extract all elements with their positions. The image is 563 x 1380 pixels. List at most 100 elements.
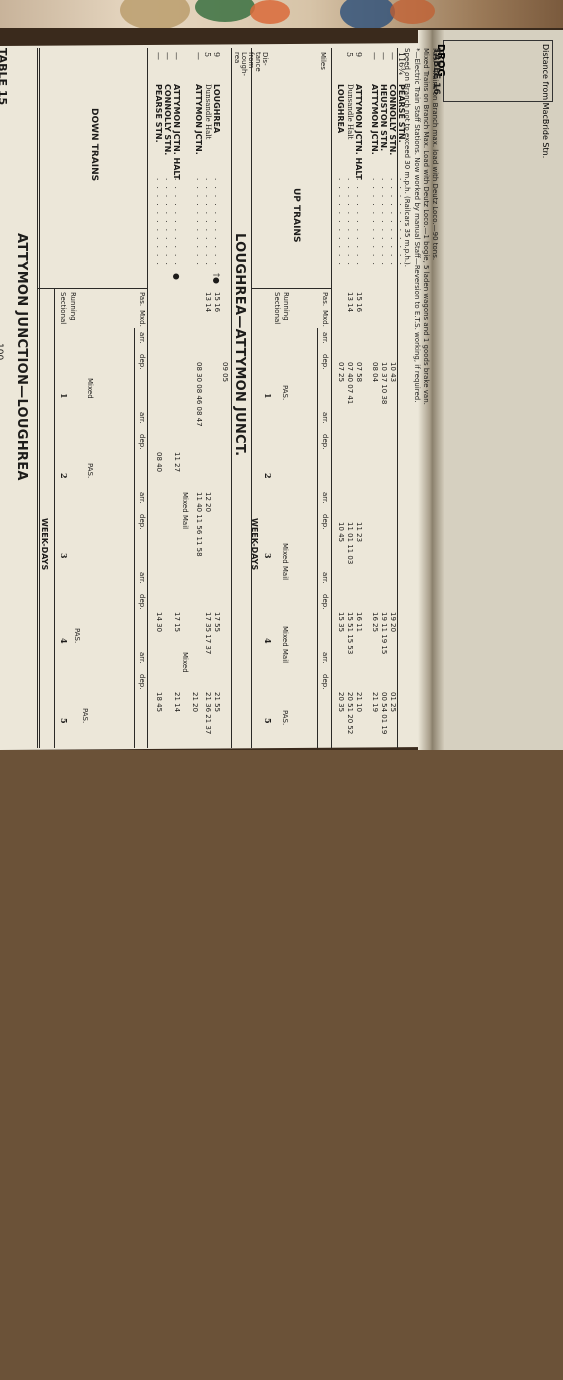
t1-sun-dep: 09 05 [221, 362, 229, 383]
t2-col5-num: 5 [263, 718, 273, 724]
t1-pas: Pas. [138, 292, 146, 307]
t2-dep-1: dep. [321, 354, 329, 370]
t1-station: ATTYMON JCTN. [194, 84, 203, 155]
t1-col2-num: 2 [59, 473, 69, 479]
t2-c3: 10 45 [337, 522, 345, 543]
t1-miles: — [163, 52, 172, 60]
t2-pas: Pas. [321, 292, 329, 307]
page-number: 100 [0, 343, 4, 361]
dot-leader: . . . . . . . . . . . [380, 178, 388, 267]
next-table-label: TABLE 16 [431, 48, 441, 95]
t1-col1-num: 1 [59, 393, 69, 399]
t1-station: CONNOLLY STN. [163, 84, 172, 156]
t2-miles: — [379, 52, 388, 60]
t1-c4a: 17 15 [173, 612, 181, 633]
t2-dep-4: dep. [321, 594, 329, 610]
t2-dep-5: dep. [321, 674, 329, 690]
t2-arr-3: arr. [321, 492, 329, 504]
t1-c4b: 21 36 21 37 [204, 692, 212, 735]
t1-c2: 08 40 [155, 452, 163, 473]
dot-leader: . . . . . . . . . . . [355, 178, 363, 267]
t2-miles: — [370, 52, 379, 60]
t1-c2: 11 27 [173, 452, 181, 473]
t1-marker: ● [172, 273, 181, 280]
table2-weekdays: WEEK-DAYS [250, 518, 259, 571]
t1-miles: — [172, 52, 181, 60]
t2-col4-type: Mixed Mail [281, 626, 289, 664]
timetable-rotated: TABLE 15 100 ATTYMON JUNCTION—LOUGHREA W… [0, 48, 441, 748]
table2-distance-header: Dis-tance from Lough-rea [233, 52, 269, 76]
dot-leader: . . . . . . . . . . . [164, 178, 172, 267]
t1-station: LOUGHREA [212, 84, 221, 134]
t2-dep-2: dep. [321, 434, 329, 450]
t1-dep-2: dep. [138, 434, 146, 450]
t1-dep-1: dep. [138, 354, 146, 370]
t2-col3-num: 3 [263, 553, 273, 559]
dot-leader: . . . . . . . . . . . [173, 178, 181, 267]
t1-c4b: 21 14 [173, 692, 181, 713]
t1-station: Dunsandle Halt [204, 84, 212, 140]
t2-c1: 10 43 [389, 362, 397, 383]
t1-col5-num: 5 [59, 718, 69, 724]
t2-c4: 16 11 [355, 612, 363, 633]
t2-miles: 9 [354, 52, 363, 58]
t2-c1: 07 25 [337, 362, 345, 383]
t2-run: 13 14 [346, 292, 354, 313]
t2-arr-4: arr. [321, 572, 329, 584]
t2-sectional: Sectional [273, 292, 281, 325]
footnote-line: Mixed Trains on Branch Max. Load with De… [422, 48, 430, 405]
t1-running: Running [69, 292, 77, 321]
t2-station: CONNOLLY STN. [388, 84, 397, 156]
t2-station: ATTYMON JCTN. [370, 84, 379, 155]
t2-c4b: 00 54 01 19 [380, 692, 388, 735]
t2-col3-type: Mixed Mail [281, 543, 289, 581]
t2-c4b: 20 35 [337, 692, 345, 713]
book-gutter [418, 30, 444, 750]
t2-col1-num: 1 [263, 393, 273, 399]
dot-leader: . . . . . . . . . . . [213, 178, 221, 267]
t1-c4a: 17 55 [213, 612, 221, 633]
t1-station: PEARSE STN. [154, 84, 163, 143]
t2-c4b: 20 51 20 52 [346, 692, 354, 735]
t1-arr-1: arr. [138, 332, 146, 344]
t1-col4-num: 4 [59, 638, 69, 644]
t1-c4a: 14 30 [155, 612, 163, 633]
t1-mixed: Mixed [181, 652, 189, 673]
t2-col5-type: PAS. [281, 710, 289, 726]
t2-col2-num: 2 [263, 473, 273, 479]
table2-miles-header: Miles [319, 52, 327, 70]
t1-c3b: 11 40 11 56 11 58 [195, 492, 203, 557]
t2-c4: 19 20 [389, 612, 397, 633]
t1-miles: 5 [203, 52, 212, 58]
t2-c3: 11 23 [355, 522, 363, 543]
t2-c4: 16 25 [371, 612, 379, 633]
footnote-line: *—Electric Train Staff Stations. Now wor… [413, 48, 421, 403]
dot-leader: . . . . . . . . . . . [371, 178, 379, 267]
table1-down-trains: DOWN TRAINS [89, 108, 99, 182]
dot-leader: . . . . . . . . . . . [346, 178, 354, 267]
table2-title: LOUGHREA—ATTYMON JUNCT. [232, 233, 247, 457]
t1-c3-extra: 21 20 [191, 692, 199, 713]
t2-miles: — [388, 52, 397, 60]
t2-station: HEUSTON STN. [379, 84, 388, 152]
t1-col2-type: PAS. [86, 463, 94, 479]
t2-c4: 19 11 19 15 [380, 612, 388, 655]
dot-leader: . . . . . . . . . . . [204, 178, 212, 267]
t1-sectional: Sectional [59, 292, 67, 325]
t1-arr-3: arr. [138, 492, 146, 504]
dot-leader: . . . . . . . . . . . [155, 178, 163, 267]
t1-dep-5: dep. [138, 674, 146, 690]
t2-arr-2: arr. [321, 412, 329, 424]
t1-arr-5: arr. [138, 652, 146, 664]
t1-c3a: 08 30 08 46 08 47 [195, 362, 203, 427]
t1-mxd: Mxd. [138, 310, 146, 327]
t1-miles: — [154, 52, 163, 60]
t2-col1-type: PAS. [281, 385, 289, 401]
t1-col5-type: PAS. [81, 708, 89, 724]
t2-run: 15 16 [355, 292, 363, 313]
dot-leader: . . . . . . . . . . . [195, 178, 203, 267]
footnote-line: Speed on Branch not to exceed 30 m.p.h. … [403, 48, 411, 268]
t1-run: 13 14 [204, 292, 212, 313]
t2-dep-3: dep. [321, 514, 329, 530]
dot-leader: . . . . . . . . . . . [337, 178, 345, 267]
